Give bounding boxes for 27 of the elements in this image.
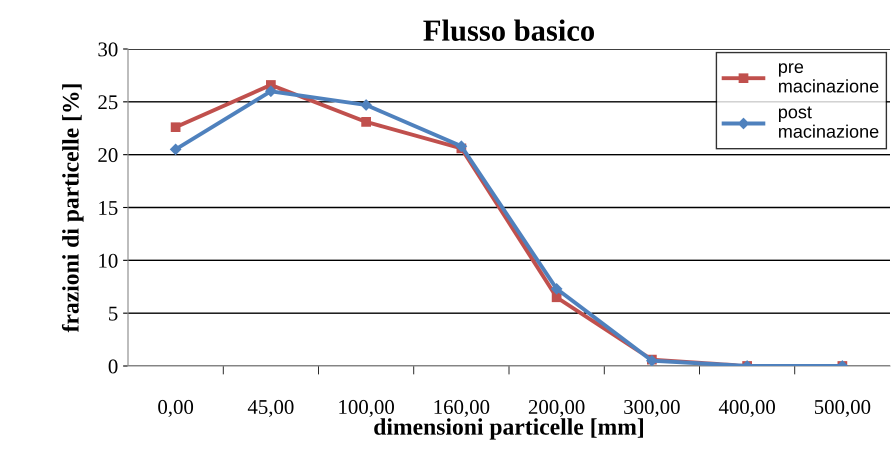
x-tick-label: 300,00 — [624, 400, 680, 417]
point — [360, 99, 372, 111]
y-tick-label: 15 — [99, 200, 118, 215]
point — [456, 140, 467, 152]
legend-label: pre macinazione — [778, 63, 878, 93]
legend-label: post macinazione — [778, 106, 878, 138]
point — [361, 117, 371, 127]
x-tick-label: 0,00 — [158, 400, 194, 417]
x-tick-label: 160,00 — [434, 400, 490, 417]
point — [170, 144, 182, 155]
chart-title: Flusso basico — [423, 19, 594, 42]
x-tick-label: 100,00 — [339, 400, 394, 417]
y-tick-label: 30 — [98, 42, 118, 56]
y-axis-title: frazioni di particelle [%] — [62, 84, 84, 332]
point — [551, 283, 562, 294]
x-tick-label: 45,00 — [248, 400, 294, 417]
x-tick-label: 400,00 — [718, 400, 775, 417]
point — [265, 86, 276, 97]
x-tick-label: 500,00 — [814, 400, 870, 417]
x-axis-title: dimensioni particelle [mm] — [374, 418, 643, 440]
x-tick-label: 200,00 — [528, 400, 584, 417]
y-tick-label: 20 — [98, 148, 118, 162]
point — [170, 122, 180, 132]
y-tick-label: 0 — [108, 359, 118, 374]
y-tick-label: 10 — [99, 254, 118, 268]
y-tick-label: 25 — [98, 95, 118, 110]
y-tick-label: 5 — [109, 306, 118, 321]
